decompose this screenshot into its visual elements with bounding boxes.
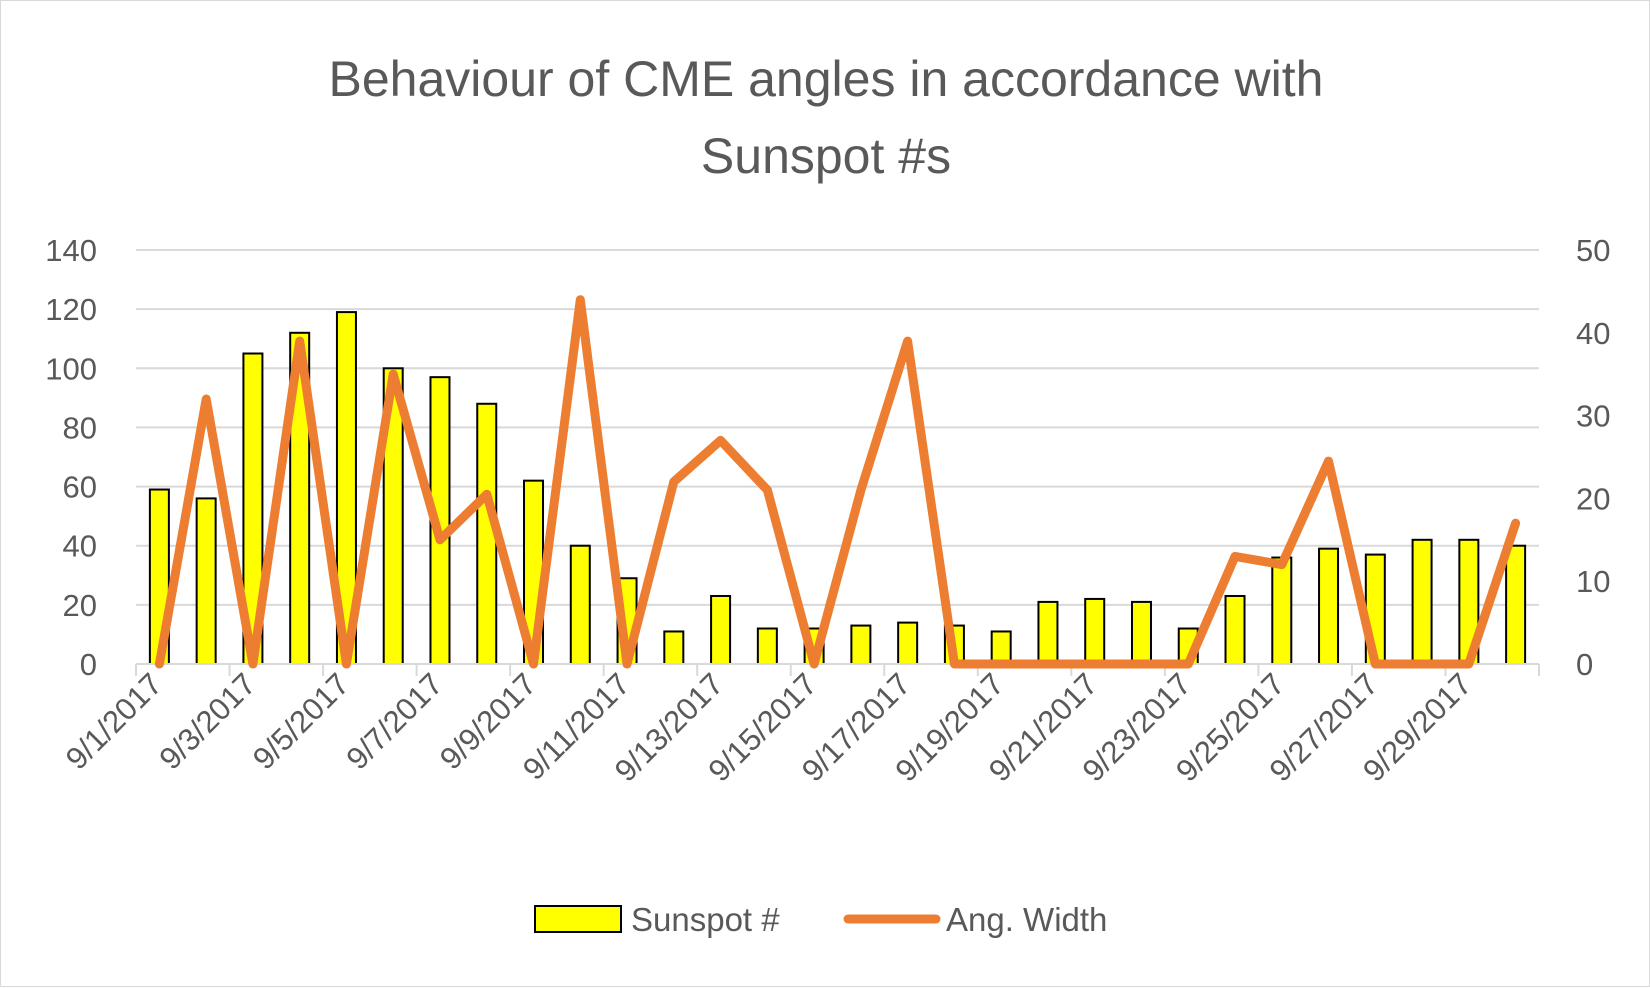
right-axis-ticks: 0 10 20 30 40 50 <box>1576 233 1610 682</box>
legend-swatch-sunspot <box>534 905 622 933</box>
left-tick-label-40: 40 <box>63 529 97 564</box>
sunspot-bar-9/16/2017 <box>850 624 872 665</box>
x-tick-label-9/5/2017: 9/5/2017 <box>246 666 356 776</box>
x-tick-label-9/7/2017: 9/7/2017 <box>339 666 449 776</box>
left-tick-label-20: 20 <box>63 588 97 623</box>
right-tick-label-0: 0 <box>1576 647 1593 682</box>
sunspot-bar-9/2/2017 <box>195 497 217 665</box>
legend-label-ang-width: Ang. Width <box>946 901 1107 938</box>
sunspot-bar-9/14/2017 <box>756 627 778 665</box>
chart-title-line-1: Behaviour of CME angles in accordance wi… <box>329 51 1324 107</box>
x-tick-label-9/1/2017: 9/1/2017 <box>59 666 169 776</box>
sunspot-bar-9/13/2017 <box>710 594 732 665</box>
left-tick-label-80: 80 <box>63 410 97 445</box>
legend-label-sunspot: Sunspot # <box>631 901 780 938</box>
ang-width-line-layer <box>154 295 1521 669</box>
chart-title-line-2: Sunspot #s <box>701 128 951 184</box>
sunspot-bar-9/19/2017 <box>990 630 1012 666</box>
sunspot-bar-9/30/2017 <box>1505 544 1527 666</box>
right-tick-label-50: 50 <box>1576 233 1610 268</box>
left-tick-label-140: 140 <box>45 233 97 268</box>
sunspot-bar-9/25/2017 <box>1271 556 1293 665</box>
right-tick-label-10: 10 <box>1576 564 1610 599</box>
x-axis <box>135 663 1540 676</box>
sunspot-bar-9/28/2017 <box>1411 538 1433 665</box>
left-tick-label-60: 60 <box>63 470 97 505</box>
sunspot-bar-9/21/2017 <box>1084 597 1106 666</box>
sunspot-bar-9/12/2017 <box>663 630 685 666</box>
x-axis-labels: 9/1/20179/3/20179/5/20179/7/20179/9/2017… <box>59 666 1479 788</box>
sunspot-bar-9/22/2017 <box>1130 600 1152 666</box>
left-tick-label-100: 100 <box>45 351 97 386</box>
sunspot-bar-9/20/2017 <box>1037 600 1059 666</box>
left-tick-label-0: 0 <box>80 647 97 682</box>
right-tick-label-30: 30 <box>1576 399 1610 434</box>
legend: Sunspot # Ang. Width <box>534 901 1107 938</box>
right-tick-label-20: 20 <box>1576 481 1610 516</box>
sunspot-bar-9/10/2017 <box>569 544 591 666</box>
x-tick-label-9/3/2017: 9/3/2017 <box>152 666 262 776</box>
sunspot-bar-9/26/2017 <box>1318 547 1340 666</box>
left-axis-ticks: 0 20 40 60 80 100 120 140 <box>45 233 97 682</box>
sunspot-bar-9/24/2017 <box>1224 594 1246 665</box>
left-tick-label-120: 120 <box>45 292 97 327</box>
ang-width-line <box>154 295 1521 669</box>
sunspot-bar-9/17/2017 <box>897 621 919 665</box>
right-tick-label-40: 40 <box>1576 316 1610 351</box>
